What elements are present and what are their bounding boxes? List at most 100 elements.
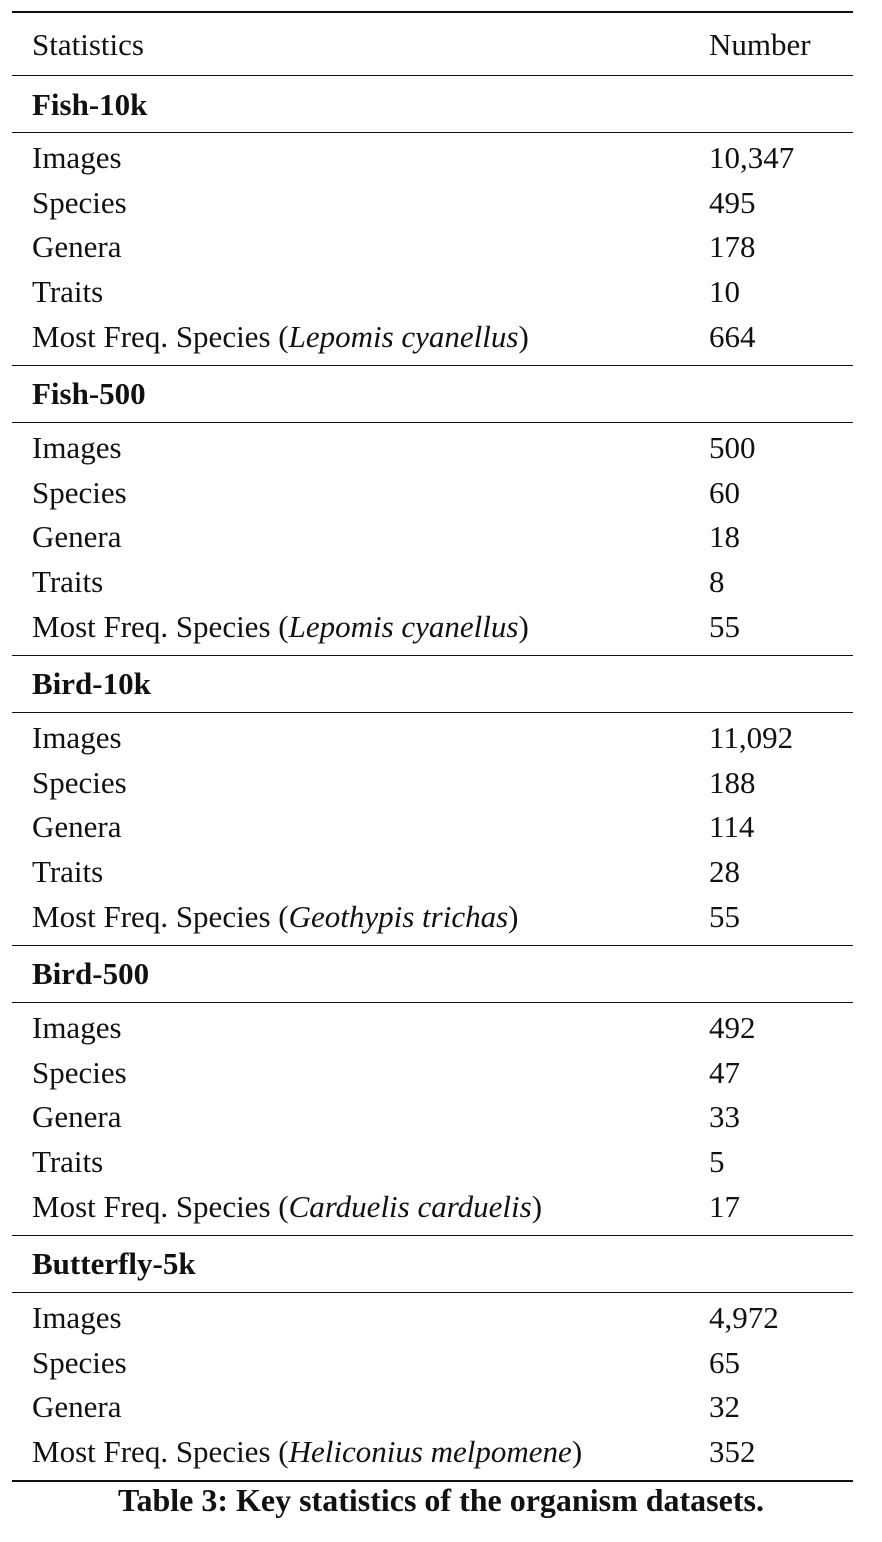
row-label-suffix: ) bbox=[508, 899, 519, 935]
table-row: Most Freq. Species (Lepomis cyanellus) 66… bbox=[12, 314, 853, 359]
row-label-text: Traits bbox=[32, 274, 104, 310]
table-row: Most Freq. Species (Geothypis trichas) 55 bbox=[12, 894, 853, 939]
row-label-text: Genera bbox=[32, 809, 122, 845]
row-label-text: Genera bbox=[32, 229, 122, 265]
section-header-rule bbox=[12, 1291, 853, 1293]
table-row: Images 10,347 bbox=[12, 135, 853, 180]
section-header-rule bbox=[12, 711, 853, 713]
row-label: Traits bbox=[12, 276, 709, 307]
table-caption: Table 3: Key statistics of the organism … bbox=[118, 1482, 764, 1518]
row-label: Traits bbox=[12, 1146, 709, 1177]
row-label-text: Images bbox=[32, 139, 122, 175]
section-title: Butterfly-5k bbox=[32, 1246, 196, 1282]
section-rule bbox=[12, 1234, 853, 1236]
row-value: 17 bbox=[709, 1189, 740, 1225]
row-label: Genera bbox=[12, 521, 709, 552]
table-row: Species 60 bbox=[12, 470, 853, 515]
row-value: 33 bbox=[709, 1099, 740, 1135]
section-title: Fish-10k bbox=[32, 86, 148, 122]
species-name: Geothypis trichas bbox=[288, 899, 509, 935]
section-rule bbox=[12, 364, 853, 366]
section-title: Bird-10k bbox=[32, 666, 151, 702]
row-label: Most Freq. Species (Geothypis trichas) bbox=[12, 901, 709, 932]
row-label: Images bbox=[12, 1302, 709, 1333]
species-name: Heliconius melpomene bbox=[288, 1434, 572, 1470]
section-title-row: Bird-10k bbox=[12, 656, 853, 712]
row-label: Most Freq. Species (Lepomis cyanellus) bbox=[12, 321, 709, 352]
header-statistics: Statistics bbox=[32, 26, 144, 62]
row-label-text: Species bbox=[32, 1344, 127, 1380]
row-label-text: Species bbox=[32, 474, 127, 510]
row-value: 28 bbox=[709, 854, 740, 890]
row-value: 32 bbox=[709, 1389, 740, 1425]
row-value: 495 bbox=[709, 184, 756, 220]
table-row: Genera 178 bbox=[12, 225, 853, 270]
species-name: Carduelis carduelis bbox=[288, 1189, 532, 1225]
row-label: Traits bbox=[12, 566, 709, 597]
row-label-text: Species bbox=[32, 764, 127, 800]
table-row: Images 500 bbox=[12, 425, 853, 470]
table-bottom-rule bbox=[12, 1480, 853, 1483]
row-value: 65 bbox=[709, 1344, 740, 1380]
table-top-rule bbox=[12, 11, 853, 13]
table-row: Traits 5 bbox=[12, 1139, 853, 1184]
row-value: 664 bbox=[709, 319, 756, 355]
section-rule bbox=[12, 944, 853, 946]
table-row: Images 492 bbox=[12, 1005, 853, 1050]
section-title-row: Fish-500 bbox=[12, 366, 853, 422]
table-row: Traits 8 bbox=[12, 559, 853, 604]
species-name: Lepomis cyanellus bbox=[288, 609, 519, 645]
row-label: Genera bbox=[12, 1101, 709, 1132]
row-value: 10,347 bbox=[709, 139, 795, 175]
row-value: 11,092 bbox=[709, 719, 794, 755]
section-rows: Images 492 Species 47 Genera 33 Traits 5 Most Fr… bbox=[12, 1003, 853, 1235]
row-label: Genera bbox=[12, 811, 709, 842]
table-row: Most Freq. Species (Heliconius melpomene… bbox=[12, 1429, 853, 1474]
row-value: 55 bbox=[709, 609, 740, 645]
header-number: Number bbox=[709, 26, 811, 62]
section-rows: Images 4,972 Species 65 Genera 32 Most Freq. S… bbox=[12, 1293, 853, 1480]
row-label-suffix: ) bbox=[571, 1434, 583, 1470]
row-value: 47 bbox=[709, 1054, 740, 1090]
section-header-rule bbox=[12, 421, 853, 423]
row-label: Images bbox=[12, 432, 709, 463]
section-title: Bird-500 bbox=[32, 956, 150, 992]
section-title-row: Butterfly-5k bbox=[12, 1236, 853, 1292]
row-value: 10 bbox=[709, 274, 740, 310]
row-value: 8 bbox=[709, 564, 725, 600]
row-label: Most Freq. Species (Carduelis carduelis) bbox=[12, 1191, 709, 1222]
table-row: Species 47 bbox=[12, 1050, 853, 1095]
table-body: Fish-10k Images 10,347 Species 495 Genera 178 T… bbox=[12, 75, 853, 1480]
row-label-suffix: ) bbox=[518, 319, 529, 355]
table-header-row: Statistics Number bbox=[12, 13, 853, 75]
row-label-text: Most Freq. Species ( bbox=[32, 1434, 289, 1470]
row-value: 352 bbox=[709, 1434, 756, 1470]
row-label-text: Traits bbox=[32, 854, 104, 890]
section-rows: Images 500 Species 60 Genera 18 Traits 8 Most Fr… bbox=[12, 423, 853, 655]
statistics-table: Statistics Number Fish-10k Images 10,347 Sp… bbox=[12, 11, 853, 1483]
row-value: 18 bbox=[709, 519, 740, 555]
table-row: Genera 18 bbox=[12, 515, 853, 560]
row-label-text: Genera bbox=[32, 1099, 122, 1135]
row-label: Species bbox=[12, 1347, 709, 1378]
section-title-row: Fish-10k bbox=[12, 76, 853, 132]
row-label-text: Most Freq. Species ( bbox=[32, 1189, 289, 1225]
row-label: Traits bbox=[12, 856, 709, 887]
row-value: 55 bbox=[709, 899, 740, 935]
table-row: Images 4,972 bbox=[12, 1295, 853, 1340]
row-label-text: Most Freq. Species ( bbox=[32, 899, 289, 935]
table-row: Species 65 bbox=[12, 1340, 853, 1385]
row-label: Genera bbox=[12, 231, 709, 262]
row-label: Most Freq. Species (Lepomis cyanellus) bbox=[12, 611, 709, 642]
table-row: Species 495 bbox=[12, 180, 853, 225]
row-value: 188 bbox=[709, 764, 756, 800]
row-label: Images bbox=[12, 1012, 709, 1043]
table-row: Genera 33 bbox=[12, 1095, 853, 1140]
row-label-text: Traits bbox=[32, 564, 104, 600]
section-rule bbox=[12, 75, 853, 76]
row-label: Genera bbox=[12, 1391, 709, 1422]
row-label: Species bbox=[12, 477, 709, 508]
section-title-row: Bird-500 bbox=[12, 946, 853, 1002]
row-label-text: Images bbox=[32, 429, 122, 465]
row-label: Species bbox=[12, 187, 709, 218]
